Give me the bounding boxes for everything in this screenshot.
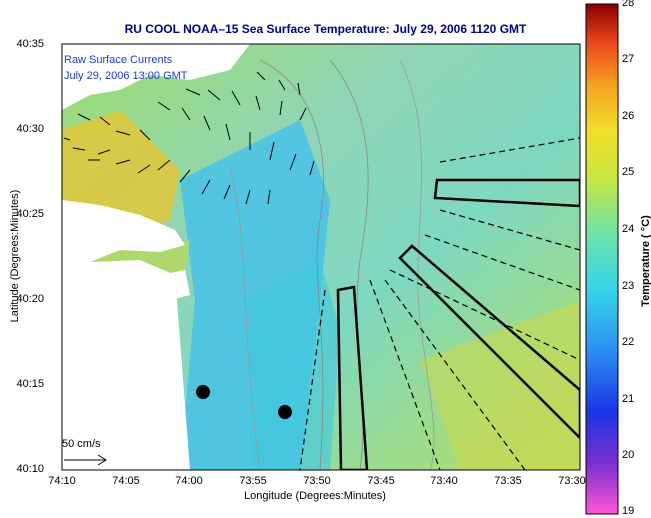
colorbar-tick: 19 (622, 505, 635, 517)
colorbar-tick: 26 (622, 110, 635, 122)
plot-frame (61, 43, 581, 471)
colorbar-tick: 23 (622, 280, 635, 292)
x-tick-label: 73:50 (303, 475, 331, 487)
x-tick-label: 73:35 (494, 475, 522, 487)
y-axis-label: Latitude (Degrees:Minutes) (9, 189, 21, 323)
y-tick-label: 40:10 (16, 463, 44, 475)
x-tick-label: 73:45 (367, 475, 395, 487)
x-tick-label: 74:10 (48, 475, 76, 487)
annotation-line-1: Raw Surface Currents (64, 54, 173, 66)
colorbar (585, 3, 619, 515)
colorbar-tick: 20 (622, 449, 635, 461)
colorbar-tick: 24 (622, 223, 635, 235)
colorbar-tick: 21 (622, 393, 635, 405)
current-vector-field (63, 71, 315, 205)
x-tick-label: 73:40 (430, 475, 458, 487)
colorbar-tick: 22 (622, 336, 635, 348)
x-tick-label: 73:55 (239, 475, 267, 487)
survey-tracks (299, 137, 580, 470)
scale-arrow (64, 454, 107, 466)
land-mass (62, 44, 250, 110)
colorbar-label: Temperature ( °C) (640, 215, 651, 307)
x-tick-label: 73:30 (558, 475, 586, 487)
scale-label: 50 cm/s (62, 438, 101, 450)
buoy-marker (278, 405, 292, 419)
y-tick-label: 40:20 (16, 293, 44, 305)
buoy-marker (196, 385, 210, 399)
y-tick-label: 40:15 (16, 378, 44, 390)
annotation-line-2: July 29, 2006 13:00 GMT (64, 70, 188, 82)
x-axis-label: Longitude (Degrees:Minutes) (244, 490, 386, 502)
colorbar-tick: 25 (622, 166, 635, 178)
colorbar-tick: 28 (622, 0, 635, 9)
x-tick-label: 74:05 (112, 475, 140, 487)
x-tick-label: 74:00 (175, 475, 203, 487)
map-title: RU COOL NOAA–15 Sea Surface Temperature:… (124, 22, 527, 36)
colorbar-tick: 27 (622, 53, 635, 65)
y-tick-label: 40:25 (16, 208, 44, 220)
y-tick-label: 40:30 (16, 123, 44, 135)
y-tick-label: 40:35 (16, 38, 44, 50)
